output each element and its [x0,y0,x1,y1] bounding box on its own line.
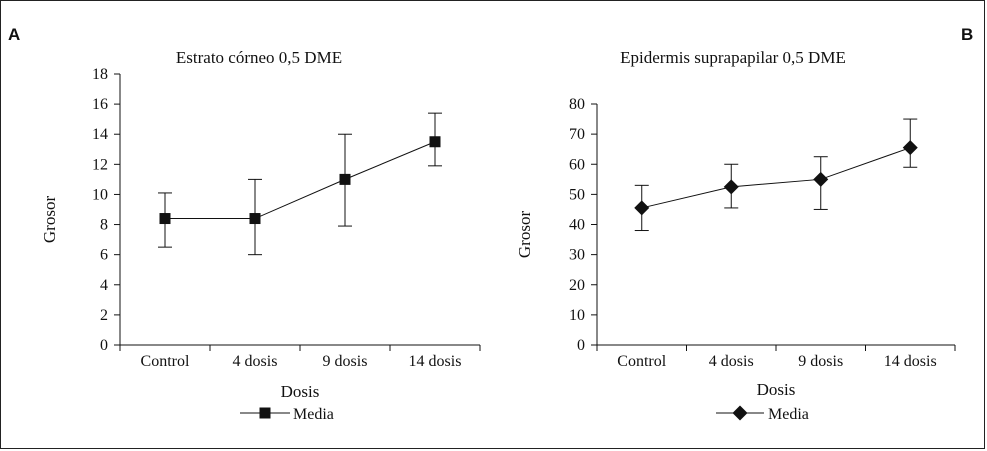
chart-1-y-axis-label: Grosor [40,196,59,244]
chart-1-data-point [249,213,261,225]
chart-2-data-point [813,171,829,187]
chart-1-x-tick-label: 14 dosis [409,353,462,370]
chart-2-y-tick-label: 40 [569,217,585,234]
chart-2-y-tick-label: 10 [569,307,585,324]
chart-2-x-tick-label: 4 dosis [709,353,754,370]
chart-2-x-tick-label: 9 dosis [798,353,843,370]
chart-1-y-tick-label: 6 [100,247,108,264]
chart-2-y-tick-label: 30 [569,247,585,264]
chart-1-x-tick-label: Control [141,353,190,370]
chart-2-y-tick-label: 50 [569,186,585,203]
chart-1-title: Estrato córneo 0,5 DME [176,48,342,67]
chart-1-legend-marker [259,407,271,419]
chart-2-data-point [723,179,739,195]
chart-2-legend-label: Media [768,406,809,423]
chart-2-x-tick-label: Control [617,353,666,370]
chart-2-data-point [902,140,918,156]
chart-2-legend-marker [732,405,748,421]
chart-2-title: Epidermis suprapapilar 0,5 DME [620,48,846,67]
panel-letter-b: B [961,25,974,44]
chart-1-y-tick-label: 12 [92,156,108,173]
chart-2-y-axis-label: Grosor [515,211,534,259]
chart-1-data-point [159,213,171,225]
chart-1-y-tick-label: 4 [100,277,108,294]
chart-1-legend-label: Media [293,406,334,423]
chart-1-y-tick-label: 18 [92,66,108,83]
chart-1-data-point [339,173,351,185]
chart-1-x-tick-label: 9 dosis [323,353,368,370]
chart-2-y-tick-label: 0 [577,337,585,354]
chart-2-series-line [641,147,911,209]
chart-2-y-tick-label: 80 [569,96,585,113]
chart-1-x-tick-label: 4 dosis [233,353,278,370]
chart-1-x-axis-label: Dosis [281,382,320,401]
chart-1-y-tick-label: 2 [100,307,108,324]
panel-letter-a: A [8,25,21,44]
chart-2-data-point [634,200,650,216]
chart-1-y-tick-label: 14 [92,126,108,143]
chart-2-x-axis-label: Dosis [757,380,796,399]
chart-2-y-tick-label: 60 [569,156,585,173]
chart-1-data-point [429,136,441,148]
chart-2-x-tick-label: 14 dosis [884,353,937,370]
chart-1-y-tick-label: 16 [92,96,108,113]
chart-1-y-tick-label: 0 [100,337,108,354]
chart-1-y-tick-label: 10 [92,186,108,203]
chart-2-y-tick-label: 20 [569,277,585,294]
chart-2-y-tick-label: 70 [569,126,585,143]
chart-1-y-tick-label: 8 [100,217,108,234]
chart-1-series-line [165,141,436,220]
